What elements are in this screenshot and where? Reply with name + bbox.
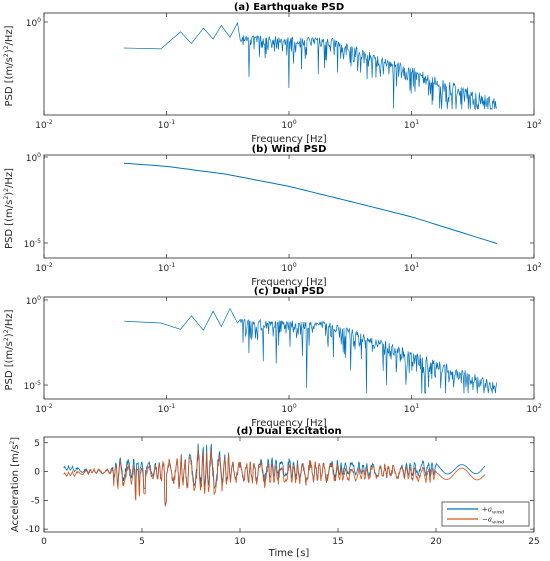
y-tick-label: 100 [26,295,41,307]
legend: +awind−awind [441,501,530,527]
minus-wind-line [63,448,486,506]
y-axis-label: Acceleration [m/s2] [9,437,21,532]
x-tick-label: 10-1 [158,119,176,131]
x-tick-label: 101 [404,403,419,415]
y-axis-label: PSD [(m/s2)2/Hz] [3,168,15,249]
x-axis-label: Frequency [Hz] [251,134,327,145]
y-tick-label: 100 [26,17,41,29]
x-tick-label: 20 [430,537,442,547]
x-tick-label: 10-2 [35,119,53,131]
x-axis-label: Time [s] [268,548,310,559]
x-tick-label: 10-2 [35,403,53,415]
chart-title: (a) Earthquake PSD [234,2,344,13]
y-tick-label: 10-5 [24,238,42,250]
x-tick-label: 10-2 [35,262,53,274]
chart-title: (b) Wind PSD [252,144,327,155]
axes-box [43,296,535,400]
x-tick-label: 101 [404,262,419,274]
y-tick-label: 100 [26,152,41,164]
y-axis-label: PSD [(m/s2)2/Hz] [3,25,15,106]
y-tick-label: 5 [34,439,40,449]
x-tick-label: 15 [332,537,343,547]
psd-line [123,21,497,111]
panel-c: 10-2 10-1 100 101 102 100 10-5 (c) Dual PSD Freq… [3,286,542,429]
x-tick-label: 100 [281,119,296,131]
legend-label: −awind [482,516,504,526]
axes-box [43,436,535,533]
axes-box [43,12,535,116]
x-tick-label: 100 [281,403,296,415]
x-tick-label: 101 [404,119,419,131]
x-tick-label: 102 [526,119,541,131]
chart-title: (c) Dual PSD [254,286,324,297]
plus-wind-line [63,443,486,507]
x-tick-label: 10-1 [158,262,176,274]
psd-line [123,162,498,245]
panel-d: 0 5 10 15 20 25 5 0 -5 -10 (d) Dual Excitation Time… [9,426,540,559]
x-tick-label: 102 [526,262,541,274]
x-tick-label: 10-1 [158,403,176,415]
chart-title: (d) Dual Excitation [236,426,341,437]
y-tick-label: -5 [31,496,40,506]
x-tick-label: 25 [528,537,539,547]
x-axis-label: Frequency [Hz] [251,277,327,288]
axes-box [43,154,535,259]
panel-b: 10-2 10-1 100 101 102 100 10-5 (b) Wind PSD Freq… [3,144,542,288]
x-axis-label: Frequency [Hz] [251,418,327,429]
x-tick-label: 102 [526,403,541,415]
y-axis-label: PSD [(m/s2)2/Hz] [3,309,15,390]
legend-label: +awind [482,506,504,516]
x-tick-label: 0 [41,537,47,547]
x-tick-label: 5 [139,537,145,547]
y-tick-label: 0 [34,468,40,478]
x-tick-label: 10 [234,537,246,547]
x-tick-label: 100 [281,262,296,274]
panel-a: 10-2 10-1 100 101 102 100 (a) Earthquake PSD Fr… [3,2,542,145]
y-tick-label: 10-5 [24,380,42,392]
psd-line [123,307,498,394]
y-tick-label: -10 [25,525,40,535]
legend-frame [441,501,530,527]
